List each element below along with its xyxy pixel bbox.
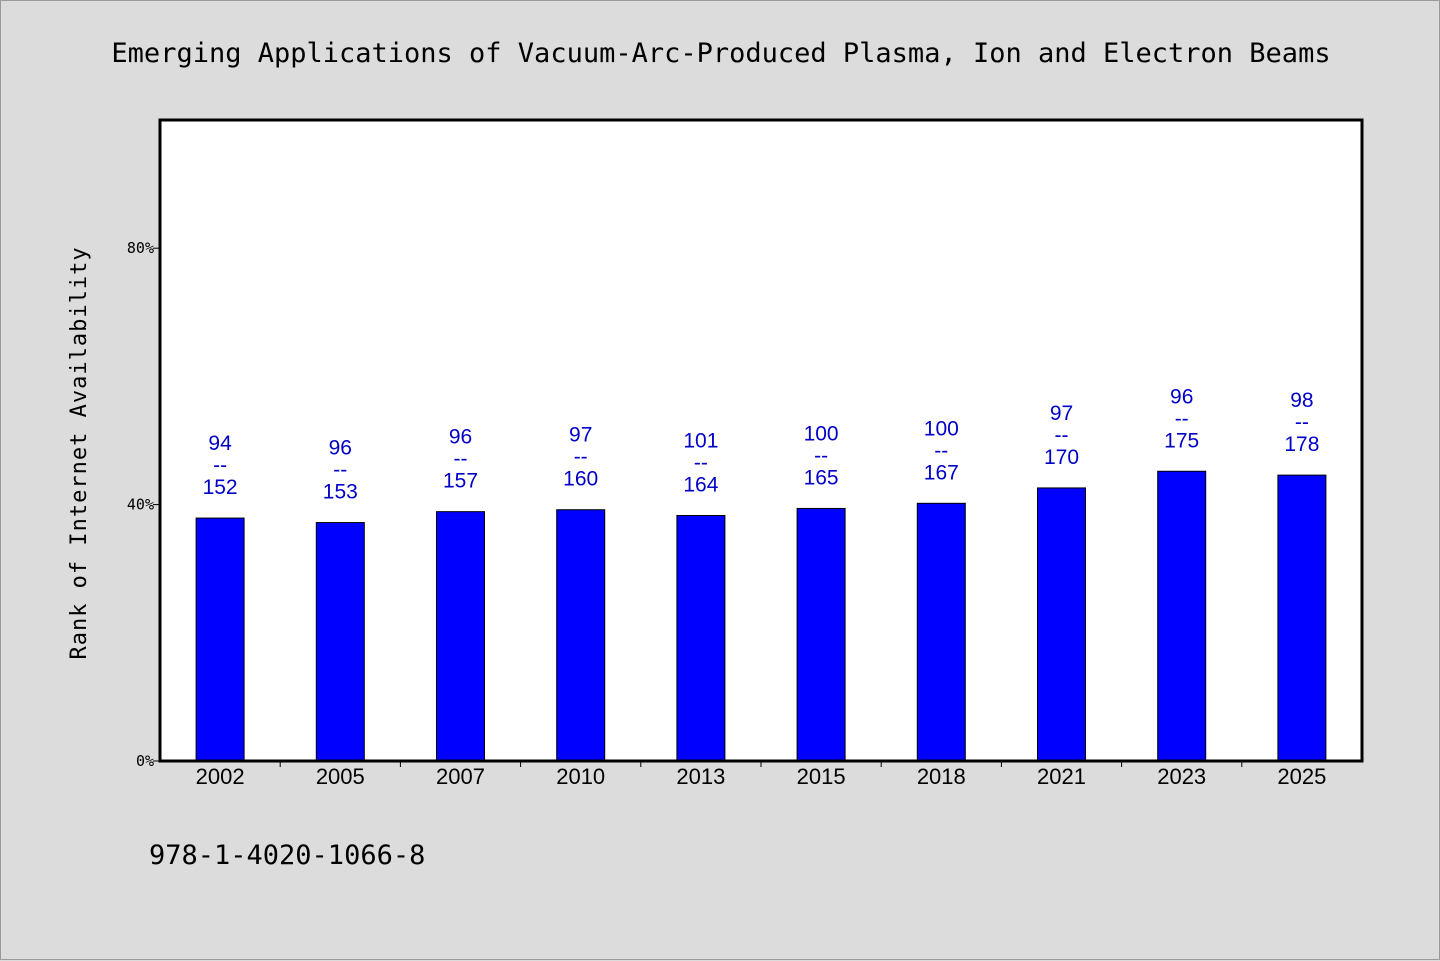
- data-label-separator: --: [454, 448, 468, 471]
- y-tick-label: 40%: [127, 496, 154, 514]
- data-label-top: 101: [683, 429, 718, 452]
- data-label-separator: --: [934, 439, 948, 462]
- x-tick-label: 2013: [676, 764, 725, 789]
- data-label-bottom: 160: [563, 468, 598, 491]
- data-label-bottom: 167: [924, 461, 959, 484]
- x-tick-label: 2023: [1157, 764, 1206, 789]
- data-label-separator: --: [213, 454, 227, 477]
- bar-2025: [1277, 474, 1327, 762]
- data-label-separator: --: [1175, 407, 1189, 430]
- bar-2023: [1157, 470, 1207, 762]
- data-label-top: 96: [1170, 385, 1193, 408]
- x-axis: 2002 2005 2007 2010 2013 2015 2018 2021 2023 2025: [196, 761, 1326, 789]
- data-label-bottom: 175: [1164, 429, 1199, 452]
- x-tick-label: 2010: [556, 764, 605, 789]
- y-axis: 0% 40% 80%: [127, 239, 160, 770]
- data-label-bottom: 178: [1284, 433, 1319, 456]
- data-label-bottom: 152: [203, 476, 238, 499]
- y-tick-label: 0%: [136, 752, 154, 770]
- isbn-footer: 978-1-4020-1066-8: [149, 840, 425, 871]
- data-label-top: 94: [208, 432, 232, 455]
- data-label-top: 97: [569, 424, 592, 447]
- data-label-bottom: 157: [443, 470, 478, 493]
- y-tick-label: 80%: [127, 239, 154, 257]
- x-tick-label: 2025: [1277, 764, 1326, 789]
- x-tick-label: 2015: [797, 764, 846, 789]
- data-label-group: 94--15296--15396--15797--160101--164100-…: [203, 385, 1320, 503]
- x-tick-label: 2002: [196, 764, 245, 789]
- data-label-separator: --: [1295, 411, 1309, 434]
- bar-2015: [796, 507, 846, 762]
- bar-2021: [1037, 487, 1086, 762]
- bar-2018: [916, 502, 966, 762]
- x-tick-label: 2021: [1037, 764, 1086, 789]
- data-label-bottom: 153: [323, 481, 358, 504]
- bar-2007: [436, 511, 485, 762]
- y-axis-label: Rank of Internet Availability: [67, 246, 92, 659]
- data-label-separator: --: [1055, 424, 1069, 447]
- data-label-separator: --: [814, 444, 828, 467]
- data-label-separator: --: [574, 446, 588, 469]
- data-label-top: 100: [804, 422, 839, 445]
- data-label-bottom: 165: [804, 466, 839, 489]
- data-label-top: 98: [1290, 389, 1313, 412]
- data-label-bottom: 170: [1044, 446, 1079, 469]
- bar-2005: [315, 522, 365, 762]
- data-label-separator: --: [694, 451, 708, 474]
- x-tick-label: 2018: [917, 764, 966, 789]
- bar-2002: [195, 517, 245, 762]
- data-label-bottom: 164: [683, 473, 718, 496]
- x-tick-label: 2007: [436, 764, 485, 789]
- chart-title: Emerging Applications of Vacuum-Arc-Prod…: [111, 38, 1330, 69]
- data-label-top: 96: [329, 437, 352, 460]
- x-tick-label: 2005: [316, 764, 365, 789]
- bar-2013: [676, 514, 726, 762]
- data-label-top: 97: [1050, 402, 1073, 425]
- data-label-top: 100: [924, 417, 959, 440]
- data-label-top: 96: [449, 426, 472, 449]
- data-label-separator: --: [333, 459, 347, 482]
- bar-2010: [556, 509, 606, 762]
- bar-group: [195, 470, 1327, 762]
